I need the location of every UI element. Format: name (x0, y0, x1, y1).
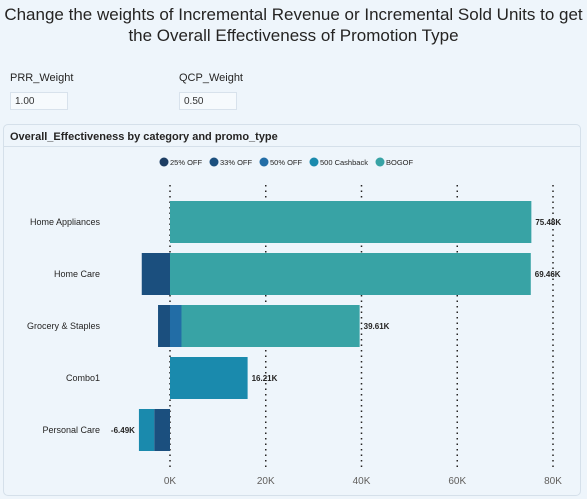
chart-title: Overall_Effectiveness by category and pr… (10, 131, 278, 143)
bar-segment (141, 253, 170, 295)
x-tick-label: 40K (353, 476, 371, 487)
category-label: Grocery & Staples (27, 321, 101, 331)
bar-segment (158, 305, 170, 347)
page-title-line2: the Overall Effectiveness of Promotion T… (128, 26, 459, 45)
x-tick-label: 20K (257, 476, 275, 487)
data-label: 69.46K (535, 270, 561, 279)
card-divider (4, 146, 580, 147)
category-label: Home Care (54, 269, 100, 279)
data-label: 16.21K (252, 374, 278, 383)
prr-weight-input[interactable]: 1.00 (10, 92, 68, 110)
legend-label: 50% OFF (270, 158, 303, 167)
data-label: -6.49K (111, 426, 135, 435)
legend-marker (209, 157, 219, 167)
qcp-weight-label: QCP_Weight (179, 72, 243, 84)
bar-segment (154, 409, 170, 451)
page-title: Change the weights of Incremental Revenu… (0, 4, 587, 46)
bar-segment (181, 305, 360, 347)
x-tick-label: 60K (448, 476, 466, 487)
legend-label: BOGOF (386, 158, 414, 167)
legend-marker (259, 157, 269, 167)
legend-label: 500 Cashback (320, 158, 368, 167)
qcp-weight-input[interactable]: 0.50 (179, 92, 237, 110)
bar-segment (170, 357, 248, 399)
legend-marker (375, 157, 385, 167)
data-label: 75.48K (535, 218, 561, 227)
legend-marker (309, 157, 319, 167)
x-tick-label: 0K (164, 476, 177, 487)
legend-label: 33% OFF (220, 158, 253, 167)
legend-label: 25% OFF (170, 158, 203, 167)
category-label: Home Appliances (30, 217, 101, 227)
category-label: Personal Care (42, 425, 100, 435)
category-label: Combo1 (66, 373, 100, 383)
page-title-line1: Change the weights of Incremental Revenu… (4, 5, 583, 24)
legend-marker (159, 157, 169, 167)
bar-segment (170, 201, 532, 243)
bar-segment (170, 305, 182, 347)
prr-weight-label: PRR_Weight (10, 72, 74, 84)
data-label: 39.61K (364, 322, 390, 331)
bar-segment (170, 253, 531, 295)
bar-segment (138, 409, 155, 451)
x-tick-label: 80K (544, 476, 562, 487)
